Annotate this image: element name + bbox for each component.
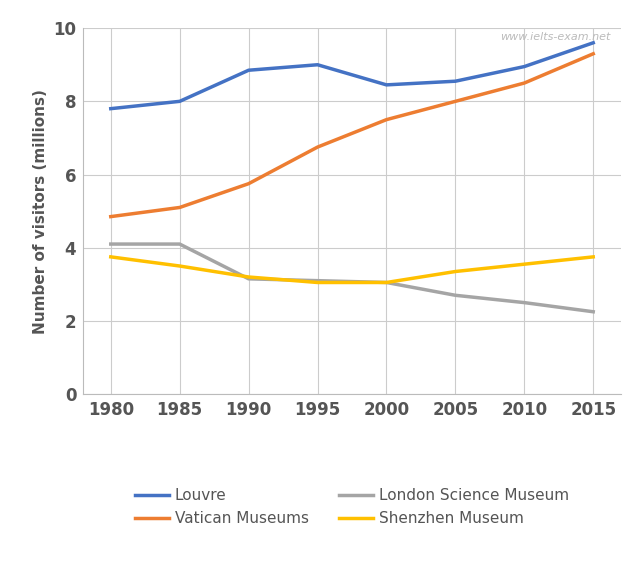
Y-axis label: Number of visitors (millions): Number of visitors (millions): [33, 89, 48, 333]
Text: www.ielts-exam.net: www.ielts-exam.net: [500, 32, 610, 42]
Legend: Louvre, Vatican Museums, London Science Museum, Shenzhen Museum: Louvre, Vatican Museums, London Science …: [129, 482, 575, 532]
